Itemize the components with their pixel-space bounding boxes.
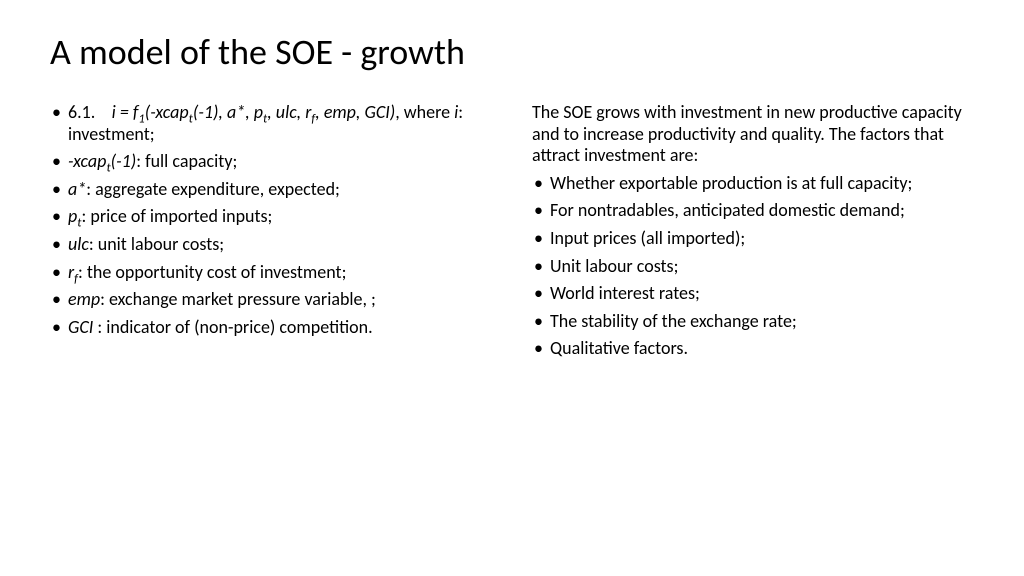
right-list-item: The stability of the exchange rate;	[532, 311, 974, 333]
left-list-item: GCI : indicator of (non-price) competiti…	[50, 317, 492, 339]
slide-title: A model of the SOE - growth	[50, 30, 974, 74]
left-column: 6.1. i = f1(-xcapt(-1), a*, pt, ulc, rf,…	[50, 102, 492, 366]
right-column: The SOE grows with investment in new pro…	[532, 102, 974, 366]
left-list-item: emp: exchange market pressure variable, …	[50, 289, 492, 311]
right-list-item: World interest rates;	[532, 283, 974, 305]
right-list-item: Qualitative factors.	[532, 338, 974, 360]
right-list: Whether exportable production is at full…	[532, 173, 974, 360]
right-list-item: For nontradables, anticipated domestic d…	[532, 200, 974, 222]
right-intro: The SOE grows with investment in new pro…	[532, 102, 974, 167]
left-list: 6.1. i = f1(-xcapt(-1), a*, pt, ulc, rf,…	[50, 102, 492, 338]
right-list-item: Unit labour costs;	[532, 256, 974, 278]
content-columns: 6.1. i = f1(-xcapt(-1), a*, pt, ulc, rf,…	[50, 102, 974, 366]
right-list-item: Input prices (all imported);	[532, 228, 974, 250]
left-list-item: 6.1. i = f1(-xcapt(-1), a*, pt, ulc, rf,…	[50, 102, 492, 145]
left-list-item: a*: aggregate expenditure, expected;	[50, 179, 492, 201]
right-list-item: Whether exportable production is at full…	[532, 173, 974, 195]
left-list-item: -xcapt(-1): full capacity;	[50, 151, 492, 173]
left-list-item: ulc: unit labour costs;	[50, 234, 492, 256]
left-list-item: pt: price of imported inputs;	[50, 206, 492, 228]
left-list-item: rf: the opportunity cost of investment;	[50, 262, 492, 284]
